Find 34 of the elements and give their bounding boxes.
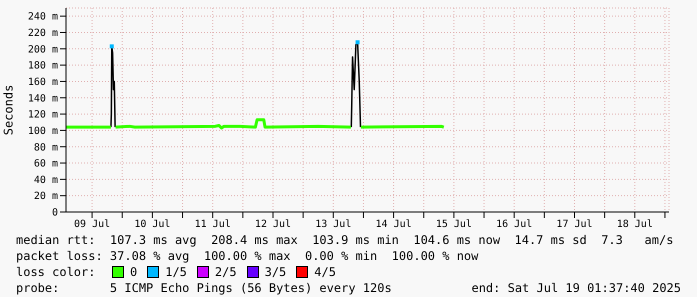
y-tick-label: 140 m bbox=[28, 93, 58, 104]
legend-label: 3/5 bbox=[264, 264, 286, 280]
x-tick-label: 14 Jul bbox=[376, 219, 412, 230]
y-tick-label: 160 m bbox=[28, 76, 58, 88]
legend-label: 4/5 bbox=[314, 264, 336, 280]
text: packet loss: 37.08 % avg 100.00 % max 0.00 % min 100.00 % now bbox=[16, 248, 480, 264]
y-tick-label: 240 m bbox=[28, 12, 58, 23]
x-tick-label: 15 Jul bbox=[436, 219, 472, 230]
x-tick-label: 12 Jul bbox=[254, 219, 292, 230]
y-tick-label: 60 m bbox=[34, 158, 58, 170]
y-tick-label: 100 m bbox=[28, 126, 58, 137]
x-tick-label: 13 Jul bbox=[315, 219, 352, 230]
y-tick-label: 40 m bbox=[34, 174, 58, 186]
y-tick-label: 0 bbox=[52, 208, 58, 219]
x-tick-label: 16 Jul bbox=[496, 219, 532, 230]
y-axis-title: Seconds bbox=[1, 84, 16, 136]
y-tick-label: 180 m bbox=[28, 60, 58, 72]
y-tick-label: 80 m bbox=[34, 142, 58, 154]
y-tick-label: 200 m bbox=[28, 44, 58, 56]
legend-label: 1/5 bbox=[165, 264, 187, 280]
y-tick-label: 220 m bbox=[28, 28, 58, 40]
legend-title: loss color: bbox=[16, 264, 96, 280]
x-tick-label: 10 Jul bbox=[134, 219, 170, 230]
text: probe: 5 ICMP Echo Pings (56 Bytes) every 120s bbox=[16, 280, 392, 296]
x-tick-label: 18 Jul bbox=[616, 219, 653, 230]
legend-label: 0 bbox=[130, 264, 138, 280]
x-tick-label: 09 Jul bbox=[74, 219, 110, 230]
x-tick-label: 17 Jul bbox=[556, 219, 593, 230]
text: median rtt: 107.3 ms avg 208.4 ms max 103.9 ms min 104.6 ms now 14.7 ms sd 7.3 am/s bbox=[16, 232, 674, 248]
legend-label: 2/5 bbox=[214, 264, 237, 280]
x-tick-label: 11 Jul bbox=[194, 219, 231, 230]
text: end: Sat Jul 19 01:37:40 2025 bbox=[471, 280, 681, 296]
y-tick-label: 20 m bbox=[34, 191, 58, 202]
y-tick-label: 120 m bbox=[28, 110, 58, 121]
